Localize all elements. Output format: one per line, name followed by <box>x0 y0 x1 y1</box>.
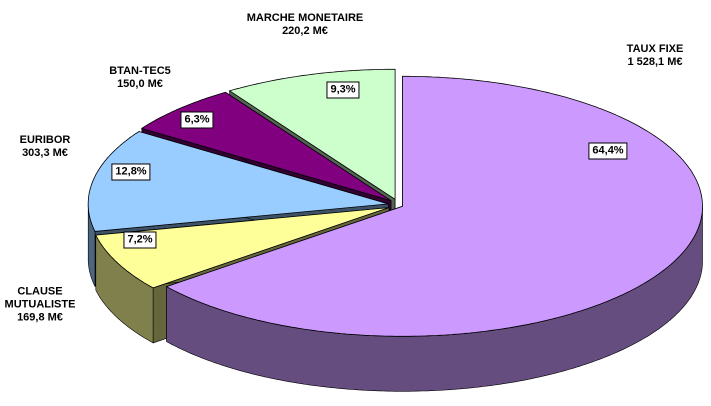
category-name: EURIBOR <box>19 134 71 146</box>
slice <box>228 68 396 201</box>
category-name: CLAUSE MUTUALISTE <box>4 285 76 311</box>
data-label: 9,3% <box>326 81 360 99</box>
amount-label: 169,8 M€ <box>17 311 63 324</box>
slice <box>165 75 703 337</box>
slice <box>95 207 390 289</box>
amount-label: 220,2 M€ <box>282 25 328 37</box>
data-label: 6,3% <box>180 111 214 129</box>
category-label: MARCHE MONETAIRE 220,2 M€ <box>235 12 375 38</box>
data-label: 12,8% <box>111 163 151 181</box>
category-label: CLAUSE MUTUALISTE 169,8 M€ <box>0 286 80 325</box>
data-label: 64,4% <box>588 142 628 160</box>
amount-label: 1 528,1 M€ <box>627 56 683 68</box>
category-label: TAUX FIXE 1 528,1 M€ <box>600 43 710 69</box>
category-label: BTAN-TEC5 150,0 M€ <box>95 65 185 91</box>
category-name: TAUX FIXE <box>626 43 684 55</box>
category-name: BTAN-TEC5 <box>109 65 171 77</box>
category-name: MARCHE MONETAIRE <box>246 12 364 24</box>
amount-label: 303,3 M€ <box>22 147 68 159</box>
slice <box>87 131 389 232</box>
category-label: EURIBOR 303,3 M€ <box>5 134 85 160</box>
data-label: 7,2% <box>123 231 157 249</box>
amount-label: 150,0 M€ <box>117 78 163 90</box>
